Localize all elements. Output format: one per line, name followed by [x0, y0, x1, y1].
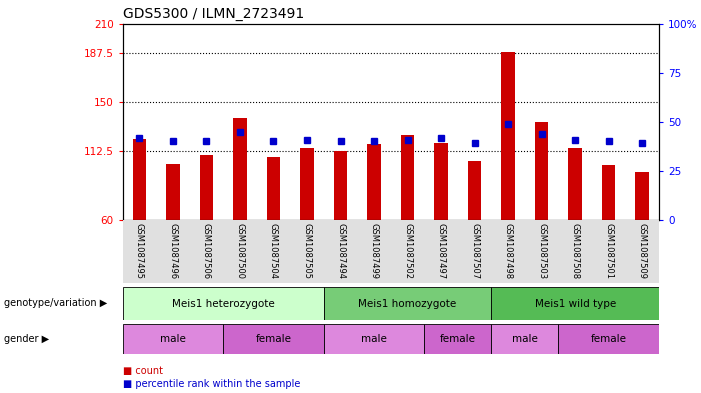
Text: Meis1 homozygote: Meis1 homozygote: [358, 299, 456, 309]
Bar: [424, 324, 491, 354]
Text: ■ percentile rank within the sample: ■ percentile rank within the sample: [123, 379, 300, 389]
Text: female: female: [255, 334, 292, 344]
Bar: [233, 118, 247, 220]
Text: genotype/variation ▶: genotype/variation ▶: [4, 298, 107, 309]
Bar: [334, 151, 347, 220]
Text: GSM1087508: GSM1087508: [571, 223, 580, 279]
Text: GSM1087506: GSM1087506: [202, 223, 211, 279]
Bar: [223, 324, 324, 354]
Text: GSM1087496: GSM1087496: [168, 223, 177, 279]
Text: GSM1087502: GSM1087502: [403, 223, 412, 279]
Text: male: male: [512, 334, 538, 344]
Text: GSM1087501: GSM1087501: [604, 223, 613, 279]
Bar: [367, 144, 381, 220]
Bar: [324, 287, 491, 320]
Text: ■ count: ■ count: [123, 366, 163, 376]
Bar: [123, 324, 223, 354]
Bar: [636, 172, 649, 220]
Text: male: male: [160, 334, 186, 344]
Text: GSM1087499: GSM1087499: [369, 223, 379, 279]
Text: Meis1 heterozygote: Meis1 heterozygote: [172, 299, 275, 309]
Bar: [501, 52, 515, 220]
Bar: [559, 324, 659, 354]
Text: GSM1087495: GSM1087495: [135, 223, 144, 279]
Text: GSM1087505: GSM1087505: [303, 223, 311, 279]
Bar: [602, 165, 615, 220]
Bar: [300, 148, 314, 220]
Text: GSM1087503: GSM1087503: [537, 223, 546, 279]
Text: Meis1 wild type: Meis1 wild type: [535, 299, 615, 309]
Text: GSM1087509: GSM1087509: [638, 223, 647, 279]
Bar: [491, 324, 559, 354]
Bar: [569, 148, 582, 220]
Bar: [435, 143, 448, 220]
Text: GSM1087498: GSM1087498: [503, 223, 512, 279]
Bar: [166, 164, 179, 220]
Text: female: female: [440, 334, 476, 344]
Bar: [324, 324, 424, 354]
Text: GSM1087507: GSM1087507: [470, 223, 479, 279]
Bar: [491, 287, 659, 320]
Text: GSM1087504: GSM1087504: [269, 223, 278, 279]
Text: female: female: [591, 334, 627, 344]
Text: gender ▶: gender ▶: [4, 334, 48, 344]
Bar: [123, 287, 324, 320]
Bar: [401, 135, 414, 220]
Bar: [132, 139, 146, 220]
Bar: [535, 122, 548, 220]
Text: GSM1087494: GSM1087494: [336, 223, 345, 279]
Bar: [468, 161, 482, 220]
Text: GSM1087497: GSM1087497: [437, 223, 446, 279]
Text: male: male: [361, 334, 387, 344]
Bar: [200, 154, 213, 220]
Bar: [267, 157, 280, 220]
Text: GSM1087500: GSM1087500: [236, 223, 245, 279]
Text: GDS5300 / ILMN_2723491: GDS5300 / ILMN_2723491: [123, 7, 304, 21]
